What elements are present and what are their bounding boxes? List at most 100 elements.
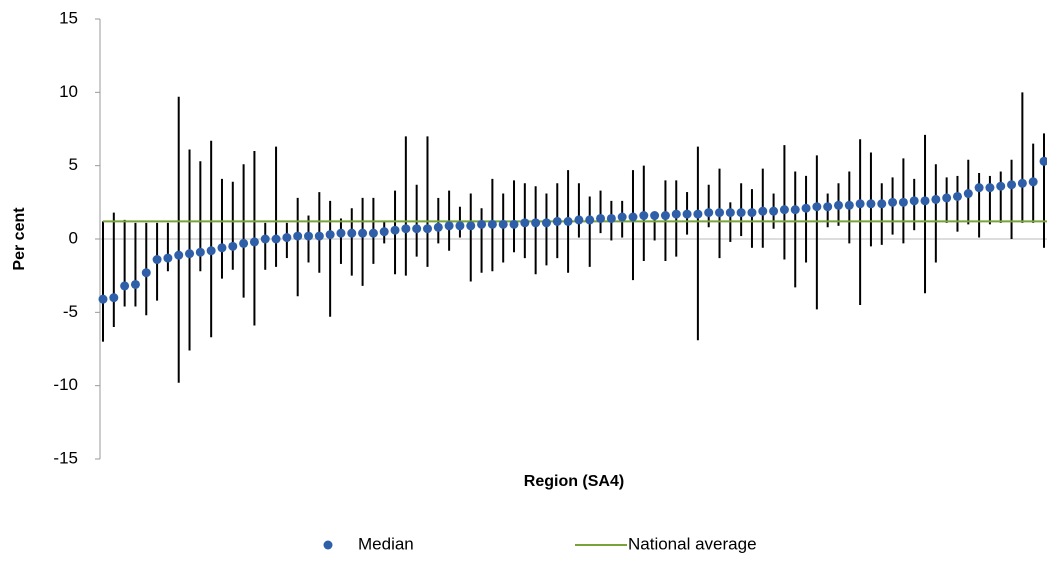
median-point [704, 208, 713, 217]
median-point [510, 220, 519, 229]
median-point [293, 232, 302, 241]
median-point [693, 210, 702, 219]
median-point [683, 210, 692, 219]
median-point [488, 220, 497, 229]
median-point [769, 207, 778, 216]
median-point [650, 211, 659, 220]
y-tick-label: 0 [69, 228, 78, 247]
median-point [585, 215, 594, 224]
x-axis-label: Region (SA4) [524, 473, 624, 490]
median-point [282, 233, 291, 242]
median-point [737, 208, 746, 217]
median-point [715, 208, 724, 217]
median-point [672, 210, 681, 219]
median-point [217, 243, 226, 252]
median-point [975, 183, 984, 192]
legend-label: National average [628, 534, 757, 553]
median-point [304, 232, 313, 241]
y-tick-label: -10 [53, 375, 78, 394]
median-point [996, 182, 1005, 191]
median-point [272, 235, 281, 244]
median-point [326, 230, 335, 239]
median-point [499, 220, 508, 229]
median-point [845, 201, 854, 210]
median-point [239, 239, 248, 248]
median-point [758, 207, 767, 216]
median-point [153, 255, 162, 264]
median-point [564, 217, 573, 226]
median-point [726, 208, 735, 217]
median-point [174, 251, 183, 260]
median-point [964, 189, 973, 198]
median-point [531, 218, 540, 227]
median-point [899, 198, 908, 207]
median-point [423, 224, 432, 233]
median-point [866, 199, 875, 208]
y-tick-label: -5 [63, 302, 78, 321]
median-point [953, 192, 962, 201]
median-point [315, 232, 324, 241]
median-point [358, 229, 367, 238]
median-point [401, 224, 410, 233]
median-point [466, 221, 475, 230]
median-point [661, 211, 670, 220]
median-point [380, 227, 389, 236]
median-point [888, 198, 897, 207]
median-point [347, 229, 356, 238]
median-point [120, 281, 129, 290]
median-point [477, 220, 486, 229]
median-point [455, 221, 464, 230]
median-point [228, 242, 237, 251]
median-point [628, 213, 637, 222]
median-point [412, 224, 421, 233]
median-point [639, 211, 648, 220]
median-point [823, 202, 832, 211]
median-point [607, 214, 616, 223]
median-point [131, 280, 140, 289]
median-point [391, 226, 400, 235]
y-tick-label: -15 [53, 448, 78, 467]
median-point [250, 237, 259, 246]
median-point [261, 235, 270, 244]
median-point [618, 213, 627, 222]
y-tick-label: 15 [59, 8, 78, 27]
median-point [802, 204, 811, 213]
median-point [574, 215, 583, 224]
median-point [369, 229, 378, 238]
median-point [99, 295, 108, 304]
median-point [780, 205, 789, 214]
median-point [207, 246, 216, 255]
median-point [596, 214, 605, 223]
median-point [520, 218, 529, 227]
median-point [1029, 177, 1038, 186]
median-point [834, 201, 843, 210]
legend-marker [324, 541, 333, 550]
median-point [1007, 180, 1016, 189]
median-point [336, 229, 345, 238]
median-point [196, 248, 205, 257]
median-point [812, 202, 821, 211]
median-point [542, 218, 551, 227]
legend-label: Median [358, 534, 414, 553]
median-point [856, 199, 865, 208]
y-tick-label: 5 [69, 155, 78, 174]
median-point [942, 193, 951, 202]
median-point [434, 223, 443, 232]
median-point [791, 205, 800, 214]
median-point [877, 199, 886, 208]
median-point [1040, 157, 1047, 166]
y-axis-label: Per cent [11, 207, 28, 271]
median-point [109, 293, 118, 302]
median-point [921, 196, 930, 205]
median-point [553, 217, 562, 226]
median-point [910, 196, 919, 205]
median-point [747, 208, 756, 217]
median-point [163, 254, 172, 263]
median-point [1018, 179, 1027, 188]
median-point [931, 195, 940, 204]
median-point [142, 268, 151, 277]
y-tick-label: 10 [59, 82, 78, 101]
median-point [445, 221, 454, 230]
median-point [185, 249, 194, 258]
